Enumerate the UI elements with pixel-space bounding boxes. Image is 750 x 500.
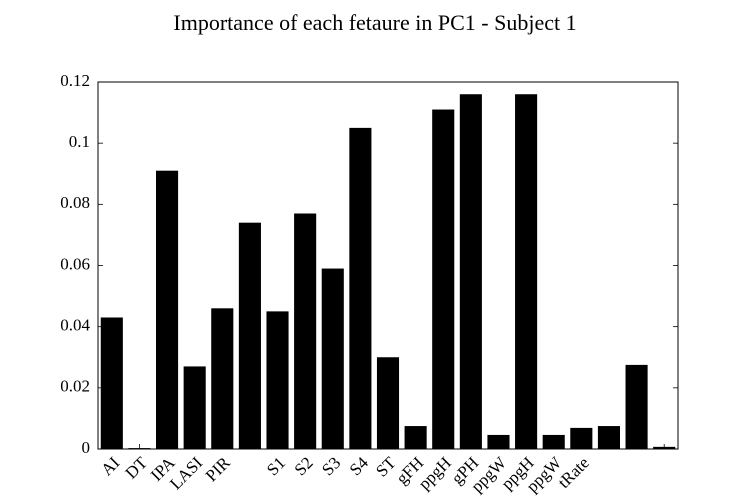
x-tick-label: PIR [202, 453, 235, 486]
y-tick-label: 0.04 [60, 316, 90, 335]
x-tick-label: DT [122, 453, 152, 483]
y-tick-label: 0.06 [60, 254, 90, 273]
bar [238, 222, 261, 449]
bar [183, 366, 206, 449]
bar [376, 357, 400, 449]
bar [542, 434, 565, 449]
bar [597, 426, 620, 449]
x-tick-label: S1 [263, 453, 289, 479]
bar [459, 94, 482, 449]
bar [100, 317, 123, 449]
bar [266, 311, 289, 449]
y-tick-label: 0.12 [60, 71, 90, 90]
bar [404, 426, 427, 449]
x-tick-label: tRate [554, 453, 593, 492]
bar [211, 308, 234, 449]
bar [156, 170, 179, 450]
x-tick-label: S4 [346, 453, 372, 479]
bar [349, 127, 372, 449]
x-tick-label: S3 [318, 453, 344, 479]
chart-title: Importance of each fetaure in PC1 - Subj… [173, 10, 576, 35]
bar [294, 213, 317, 449]
bar [487, 434, 510, 449]
y-tick-label: 0.1 [69, 132, 90, 151]
y-tick-label: 0.02 [60, 377, 90, 396]
x-tick-label: S2 [291, 453, 317, 479]
bar [625, 364, 648, 449]
bar [570, 427, 593, 449]
x-tick-label: LASI [166, 453, 206, 493]
x-tick-label: AI [97, 453, 123, 479]
bar [432, 109, 455, 450]
bar [321, 268, 344, 449]
bar [515, 94, 538, 449]
y-tick-label: 0 [82, 438, 91, 457]
y-tick-label: 0.08 [60, 193, 90, 212]
